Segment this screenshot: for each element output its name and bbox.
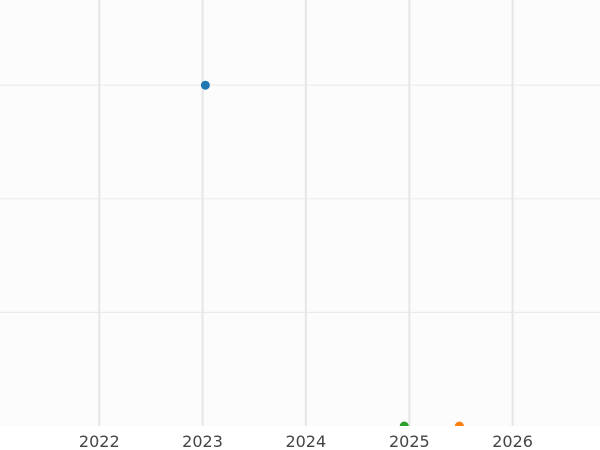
x-tick-label: 2025	[389, 432, 430, 450]
x-axis-ticks: 2022 2023 2024 2025 2026	[79, 432, 533, 450]
x-tick-label: 2026	[492, 432, 533, 450]
x-tick-label: 2024	[285, 432, 326, 450]
x-tick-label: 2023	[182, 432, 223, 450]
x-tick-label: 2022	[79, 432, 120, 450]
plot-background	[0, 0, 600, 426]
data-points	[0, 80, 600, 450]
grid	[0, 0, 600, 426]
data-point	[200, 80, 210, 90]
plot-clip-mask	[0, 426, 600, 450]
